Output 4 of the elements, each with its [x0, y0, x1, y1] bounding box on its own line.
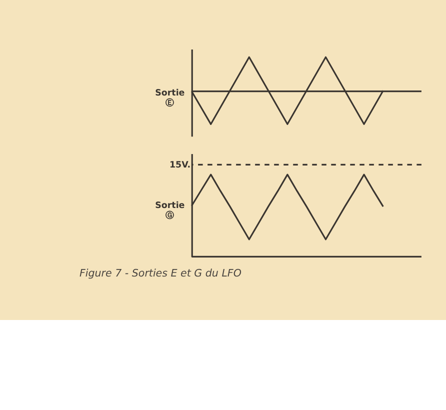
y-axis-title: Sortie Ⓖ	[155, 200, 185, 222]
y-axis-title: Sortie Ⓔ	[155, 88, 185, 109]
ref-line-label: 15V.	[169, 160, 191, 170]
caption: Figure 7 - Sorties E et G du LFO	[79, 267, 242, 280]
